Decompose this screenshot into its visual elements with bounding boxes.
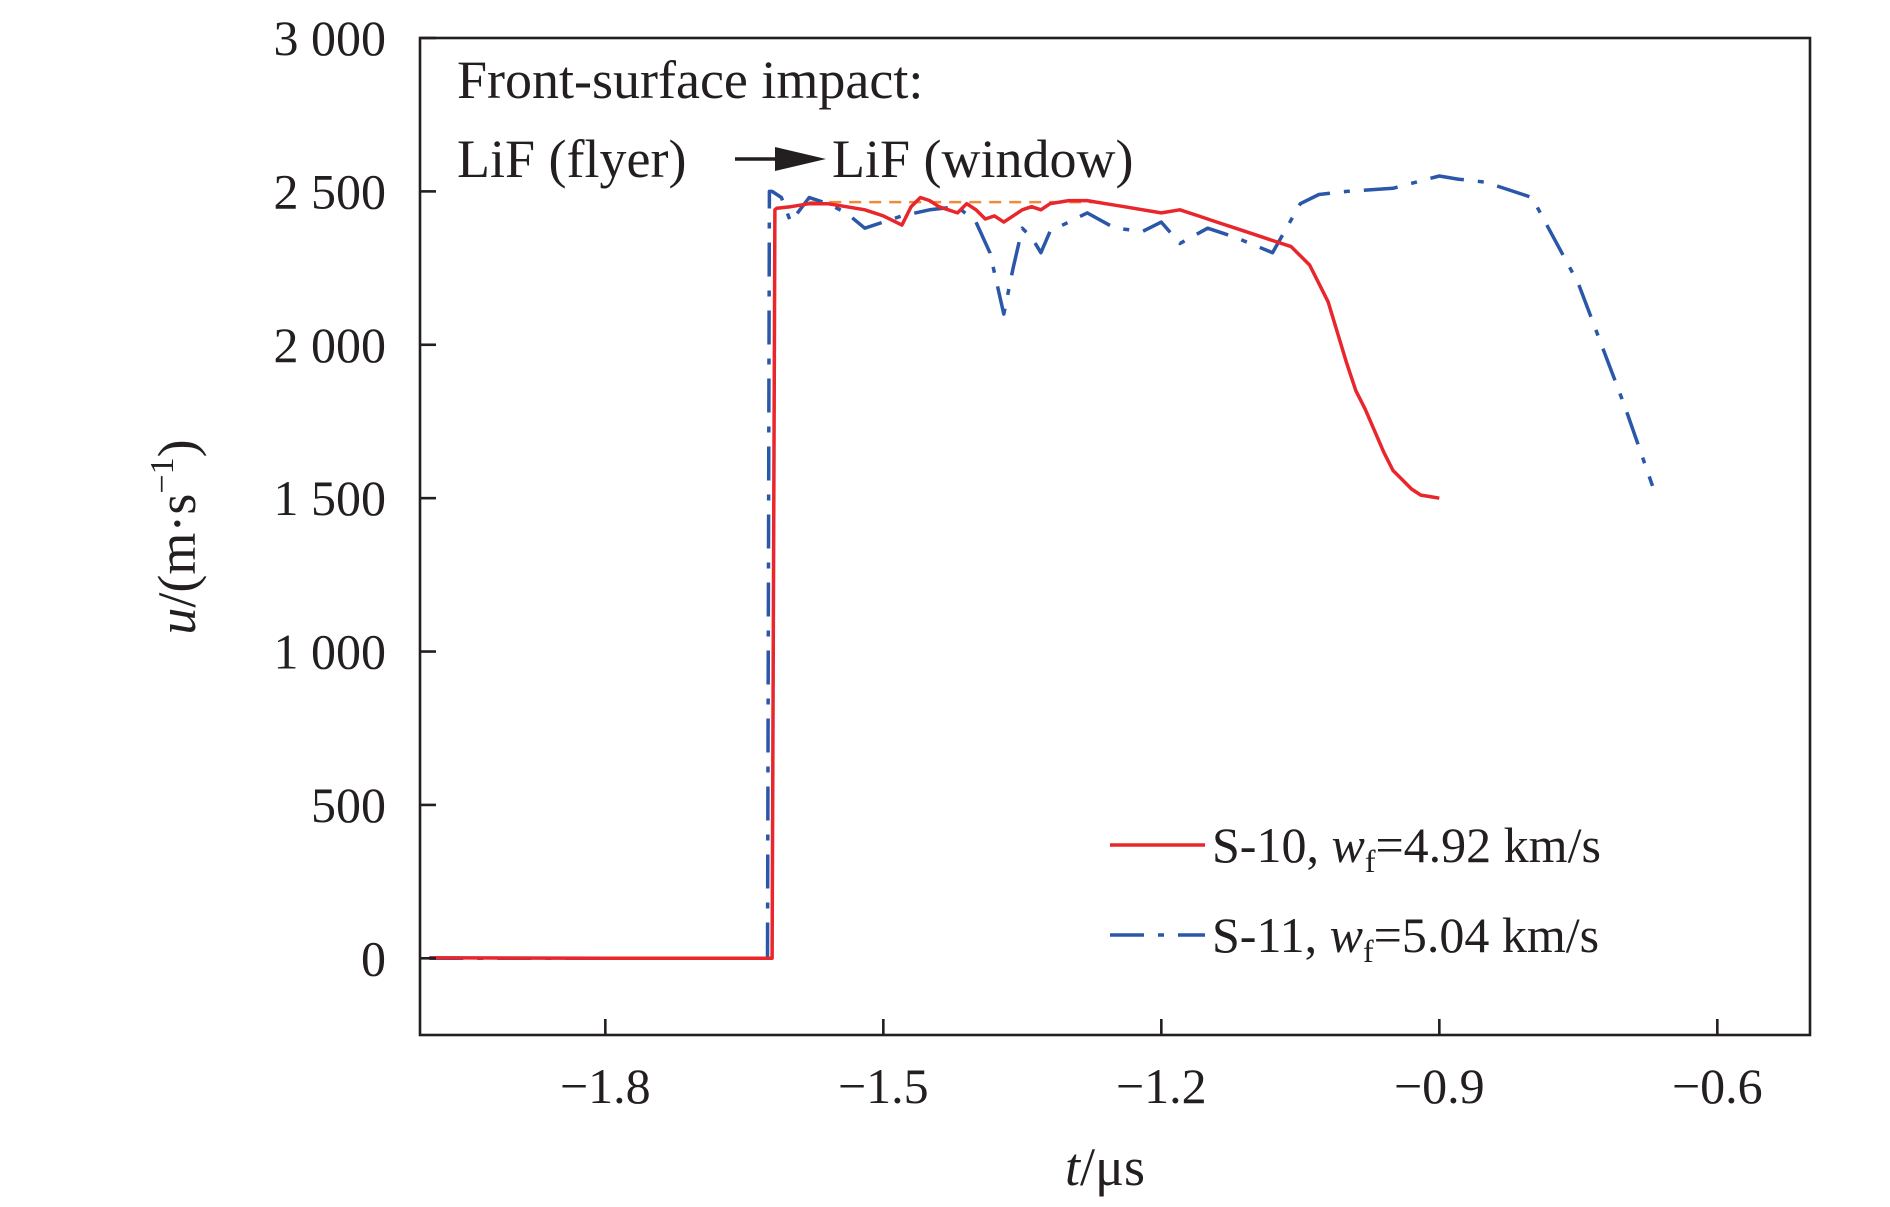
- y-axis-variable: u: [147, 608, 207, 635]
- x-tick-label: −0.6: [1672, 1058, 1763, 1114]
- plot-frame: [418, 36, 1812, 1037]
- y-axis-title: u/(m·s−1): [144, 439, 207, 634]
- legend: S-10, wf=4.92 km/s S-11, wf=5.04 km/s: [1110, 817, 1601, 969]
- y-tick-label: 1 000: [274, 624, 387, 680]
- y-tick-label: 2 500: [274, 163, 387, 219]
- x-tick-label: −1.2: [1116, 1058, 1207, 1114]
- x-tick-label: −1.8: [560, 1058, 651, 1114]
- legend-s11-prefix: S-11,: [1212, 907, 1330, 963]
- x-axis-unit: /μs: [1080, 1137, 1145, 1197]
- legend-s11-sub: f: [1363, 933, 1374, 969]
- y-axis-unit-exponent: −1: [144, 457, 181, 493]
- annotation-arrow-head: [775, 147, 826, 171]
- y-axis-ticks: 0 500 1 000 1 500 2 000 2 500 3 000: [274, 10, 436, 986]
- legend-s10-value: =4.92 km/s: [1375, 817, 1600, 873]
- series-line-s-10: [429, 195, 1440, 961]
- series-line-s-11: [429, 174, 1655, 961]
- x-axis-ticks: −1.8 −1.5 −1.2 −0.9 −0.6: [560, 1019, 1763, 1114]
- legend-s10-sub: f: [1365, 843, 1376, 879]
- y-axis-unit: /(m·s: [147, 494, 207, 608]
- y-tick-label: 2 000: [274, 317, 387, 373]
- series-layer: [429, 174, 1655, 961]
- x-tick-label: −1.5: [838, 1058, 929, 1114]
- legend-s11-value: =5.04 km/s: [1374, 907, 1599, 963]
- annotation-title: Front-surface impact:: [457, 50, 923, 110]
- legend-s11-var: w: [1330, 907, 1363, 963]
- legend-s10-var: w: [1331, 817, 1364, 873]
- y-tick-label: 0: [361, 930, 386, 986]
- x-axis-variable: t: [1065, 1137, 1082, 1197]
- y-tick-label: 3 000: [274, 10, 387, 66]
- y-axis-unit-close: ): [147, 439, 207, 457]
- y-tick-label: 1 500: [274, 470, 387, 526]
- legend-label-s11: S-11, wf=5.04 km/s: [1212, 907, 1599, 969]
- legend-label-s10: S-10, wf=4.92 km/s: [1212, 817, 1601, 879]
- legend-s10-prefix: S-10,: [1212, 817, 1331, 873]
- y-tick-label: 500: [311, 777, 386, 833]
- x-tick-label: −0.9: [1394, 1058, 1485, 1114]
- annotation-window: LiF (window): [832, 129, 1133, 189]
- annotation-flyer: LiF (flyer): [457, 129, 686, 189]
- x-axis-title: t/μs: [1065, 1137, 1145, 1197]
